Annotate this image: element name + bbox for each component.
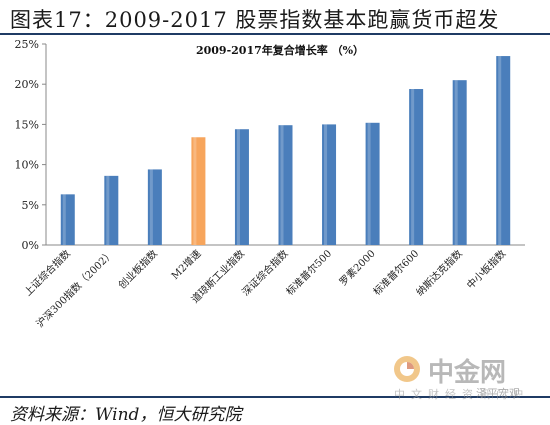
bar-shine <box>498 56 502 245</box>
chart-title: 2009-2017年复合增长率 （%） <box>196 43 364 57</box>
bar-rect <box>365 122 380 245</box>
x-tick-label: 创业板指数 <box>115 247 160 292</box>
bar-chart: 2009-2017年复合增长率 （%） 0% 5% 10% 15% 20% 25% 上证综… <box>15 38 525 330</box>
bar <box>234 129 249 245</box>
bar <box>365 122 380 245</box>
bar-shine <box>324 124 328 245</box>
bar <box>452 80 467 246</box>
watermark-handle: 泽平宏观 <box>476 387 520 400</box>
bar-shine <box>454 80 458 246</box>
x-tick-label: 标准普尔600 <box>370 247 421 298</box>
x-tick-label: 标准普尔500 <box>283 247 334 298</box>
bar-rect <box>234 129 249 245</box>
bar-rect <box>147 169 162 245</box>
y-tick-label: 25% <box>15 38 39 51</box>
x-tick-label: 深证综合指数 <box>239 247 291 299</box>
bar-rect <box>322 124 337 245</box>
x-tick-label: 罗素2000 <box>336 247 377 288</box>
bar <box>104 175 119 245</box>
y-tick-label: 5% <box>22 199 39 212</box>
bar <box>496 56 511 245</box>
bar-highlight <box>191 137 206 245</box>
bar <box>191 137 206 245</box>
watermark-subtitle: 中文财经资讯门户 <box>394 388 530 401</box>
bar <box>278 125 293 245</box>
bottom-rule <box>0 396 550 398</box>
x-tick-label: 纳斯达克指数 <box>413 247 465 299</box>
x-tick-label: 中小板指数 <box>464 247 509 292</box>
bar-rect <box>452 80 467 246</box>
bar-shine <box>62 194 66 245</box>
figure-title: 图表17：2009-2017 股票指数基本跑赢货币超发 <box>10 8 500 32</box>
axes: 0% 5% 10% 15% 20% 25% <box>15 38 525 252</box>
y-tick-label: 15% <box>15 118 39 131</box>
bar-rect <box>409 89 424 245</box>
bar-shine <box>193 137 197 245</box>
x-tick-label: M2增速 <box>168 247 203 282</box>
bar <box>322 124 337 245</box>
bar-rect <box>104 175 119 245</box>
y-tick-label: 0% <box>22 239 39 252</box>
bar-shine <box>149 169 153 245</box>
top-rule <box>0 33 550 35</box>
x-tick-label: 沪深300指数（2002） <box>33 247 116 330</box>
bar-rect <box>60 194 75 245</box>
bar-shine <box>236 129 240 245</box>
bar <box>147 169 162 245</box>
bar-rect <box>278 125 293 245</box>
source-note: 资料来源：Wind，恒大研究院 <box>10 405 242 425</box>
y-tick-label: 20% <box>15 78 39 91</box>
bar-shine <box>411 89 415 245</box>
y-tick-label: 10% <box>15 159 39 172</box>
watermark-name: 中金网 <box>428 358 507 388</box>
watermark-logo-icon <box>394 356 420 382</box>
bar-shine <box>106 175 110 245</box>
bar <box>409 89 424 245</box>
bar-rect <box>496 56 511 245</box>
watermark: 中金网 中文财经资讯门户 泽平宏观 <box>392 352 542 402</box>
bars-group <box>60 56 511 246</box>
bar-shine <box>367 122 371 245</box>
bar <box>60 194 75 245</box>
bar-shine <box>280 125 284 245</box>
